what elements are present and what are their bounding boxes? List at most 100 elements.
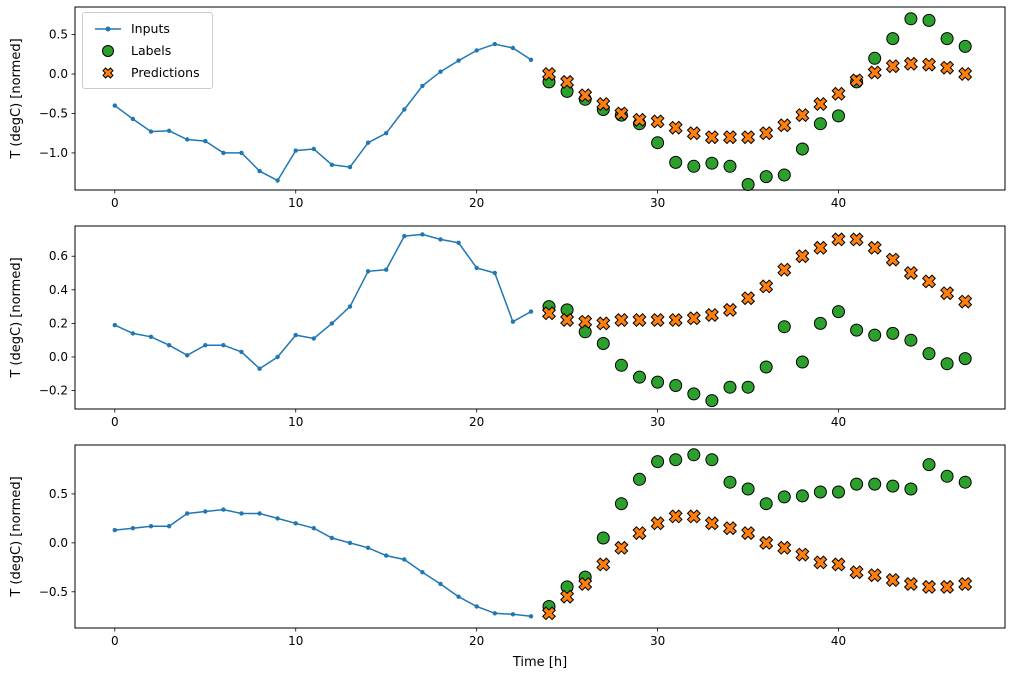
x-tick-label: 10 bbox=[288, 415, 303, 429]
x-tick-label: 0 bbox=[111, 634, 119, 648]
dot-marker bbox=[420, 83, 425, 89]
x-marker bbox=[885, 252, 900, 267]
x-marker bbox=[885, 572, 900, 588]
x-marker bbox=[777, 118, 792, 133]
dot-marker bbox=[510, 45, 516, 51]
dot-marker bbox=[311, 526, 316, 531]
x-tick-label: 30 bbox=[650, 196, 665, 210]
x-marker bbox=[849, 565, 864, 580]
circle-marker bbox=[651, 455, 665, 469]
y-tick-label: −0.2 bbox=[39, 384, 68, 398]
y-axis-label: T (degC) [normed] bbox=[9, 476, 24, 597]
circle-marker bbox=[633, 370, 646, 384]
y-tick-label: −0.5 bbox=[39, 106, 68, 120]
x-marker bbox=[668, 312, 683, 328]
x-marker bbox=[596, 96, 611, 112]
series-line bbox=[114, 233, 532, 370]
x-marker bbox=[578, 576, 593, 592]
x-marker bbox=[722, 130, 738, 145]
dot-marker bbox=[185, 137, 190, 142]
x-marker bbox=[813, 240, 828, 255]
circle-marker bbox=[922, 347, 936, 361]
dot-marker bbox=[148, 334, 154, 339]
inputs-line-icon bbox=[93, 22, 123, 36]
circle-marker bbox=[795, 489, 809, 503]
x-marker bbox=[541, 306, 557, 321]
x-tick-label: 20 bbox=[469, 415, 484, 429]
series-line bbox=[114, 508, 532, 618]
circle-marker bbox=[741, 380, 755, 394]
circle-marker bbox=[832, 485, 845, 499]
x-marker bbox=[741, 526, 756, 541]
circle-marker bbox=[614, 497, 628, 511]
y-axis-label: T (degC) [normed] bbox=[9, 38, 24, 159]
x-axis-label: Time [h] bbox=[512, 655, 567, 670]
x-tick-label: 0 bbox=[111, 415, 119, 429]
dot-marker bbox=[293, 521, 298, 526]
dot-marker bbox=[329, 162, 335, 167]
dot-marker bbox=[166, 343, 172, 348]
circle-marker bbox=[669, 379, 683, 392]
x-marker bbox=[668, 509, 683, 524]
circle-marker bbox=[795, 142, 809, 156]
dot-marker bbox=[365, 140, 371, 145]
dot-marker bbox=[239, 150, 244, 156]
x-marker bbox=[704, 516, 719, 531]
circle-marker bbox=[596, 337, 610, 350]
dot-marker bbox=[347, 304, 353, 309]
circle-marker bbox=[832, 109, 845, 123]
circle-marker bbox=[723, 380, 737, 394]
x-marker bbox=[921, 274, 937, 289]
dot-marker bbox=[492, 41, 497, 47]
dot-marker bbox=[221, 507, 226, 512]
dot-marker bbox=[311, 146, 316, 152]
circle-marker bbox=[596, 531, 610, 545]
predictions-x-icon bbox=[93, 66, 123, 80]
dot-marker bbox=[112, 103, 118, 108]
y-axis-label: T (degC) [normed] bbox=[9, 257, 24, 378]
dot-marker bbox=[438, 581, 443, 587]
circle-marker bbox=[741, 178, 755, 191]
dot-marker bbox=[528, 57, 534, 62]
dot-marker bbox=[311, 336, 316, 341]
x-marker bbox=[958, 294, 973, 309]
x-marker bbox=[541, 606, 557, 621]
dot-marker bbox=[275, 178, 280, 183]
axes-frame bbox=[74, 444, 1006, 629]
circle-marker bbox=[759, 497, 773, 511]
series-line bbox=[114, 43, 532, 182]
dot-marker bbox=[148, 524, 154, 529]
dot-marker bbox=[528, 614, 534, 619]
circle-marker bbox=[777, 490, 791, 504]
x-marker bbox=[867, 568, 882, 583]
circle-marker bbox=[922, 458, 936, 472]
axes-frame bbox=[74, 225, 1006, 410]
x-marker bbox=[614, 312, 629, 328]
dot-marker bbox=[438, 69, 443, 74]
dot-marker bbox=[384, 131, 389, 136]
dot-marker bbox=[528, 309, 534, 314]
dot-marker bbox=[293, 332, 298, 338]
circle-marker bbox=[958, 39, 972, 53]
x-marker bbox=[958, 576, 973, 592]
x-tick-label: 30 bbox=[650, 415, 665, 429]
y-tick-label: 0.4 bbox=[49, 283, 68, 297]
dot-marker bbox=[492, 611, 497, 616]
subplot-1: 0 10 20 30 40 0.5 0.0 −0.5 −1.0 T (degC) [normed] bbox=[9, 6, 1006, 210]
circle-marker bbox=[868, 477, 882, 491]
dot-marker bbox=[257, 511, 262, 516]
circle-marker bbox=[777, 168, 791, 182]
circle-marker bbox=[832, 305, 845, 319]
legend-item-inputs: Inputs bbox=[93, 21, 200, 36]
dot-marker bbox=[347, 540, 353, 546]
x-marker bbox=[867, 240, 882, 255]
x-marker bbox=[795, 249, 810, 264]
series-inputs bbox=[112, 232, 534, 371]
dot-marker bbox=[347, 164, 353, 170]
inputs-dot-glyph bbox=[105, 26, 111, 31]
dot-marker bbox=[402, 107, 407, 112]
y-tick-label: 0.5 bbox=[49, 487, 68, 501]
legend-label-predictions: Predictions bbox=[131, 65, 200, 80]
dot-marker bbox=[420, 570, 425, 575]
